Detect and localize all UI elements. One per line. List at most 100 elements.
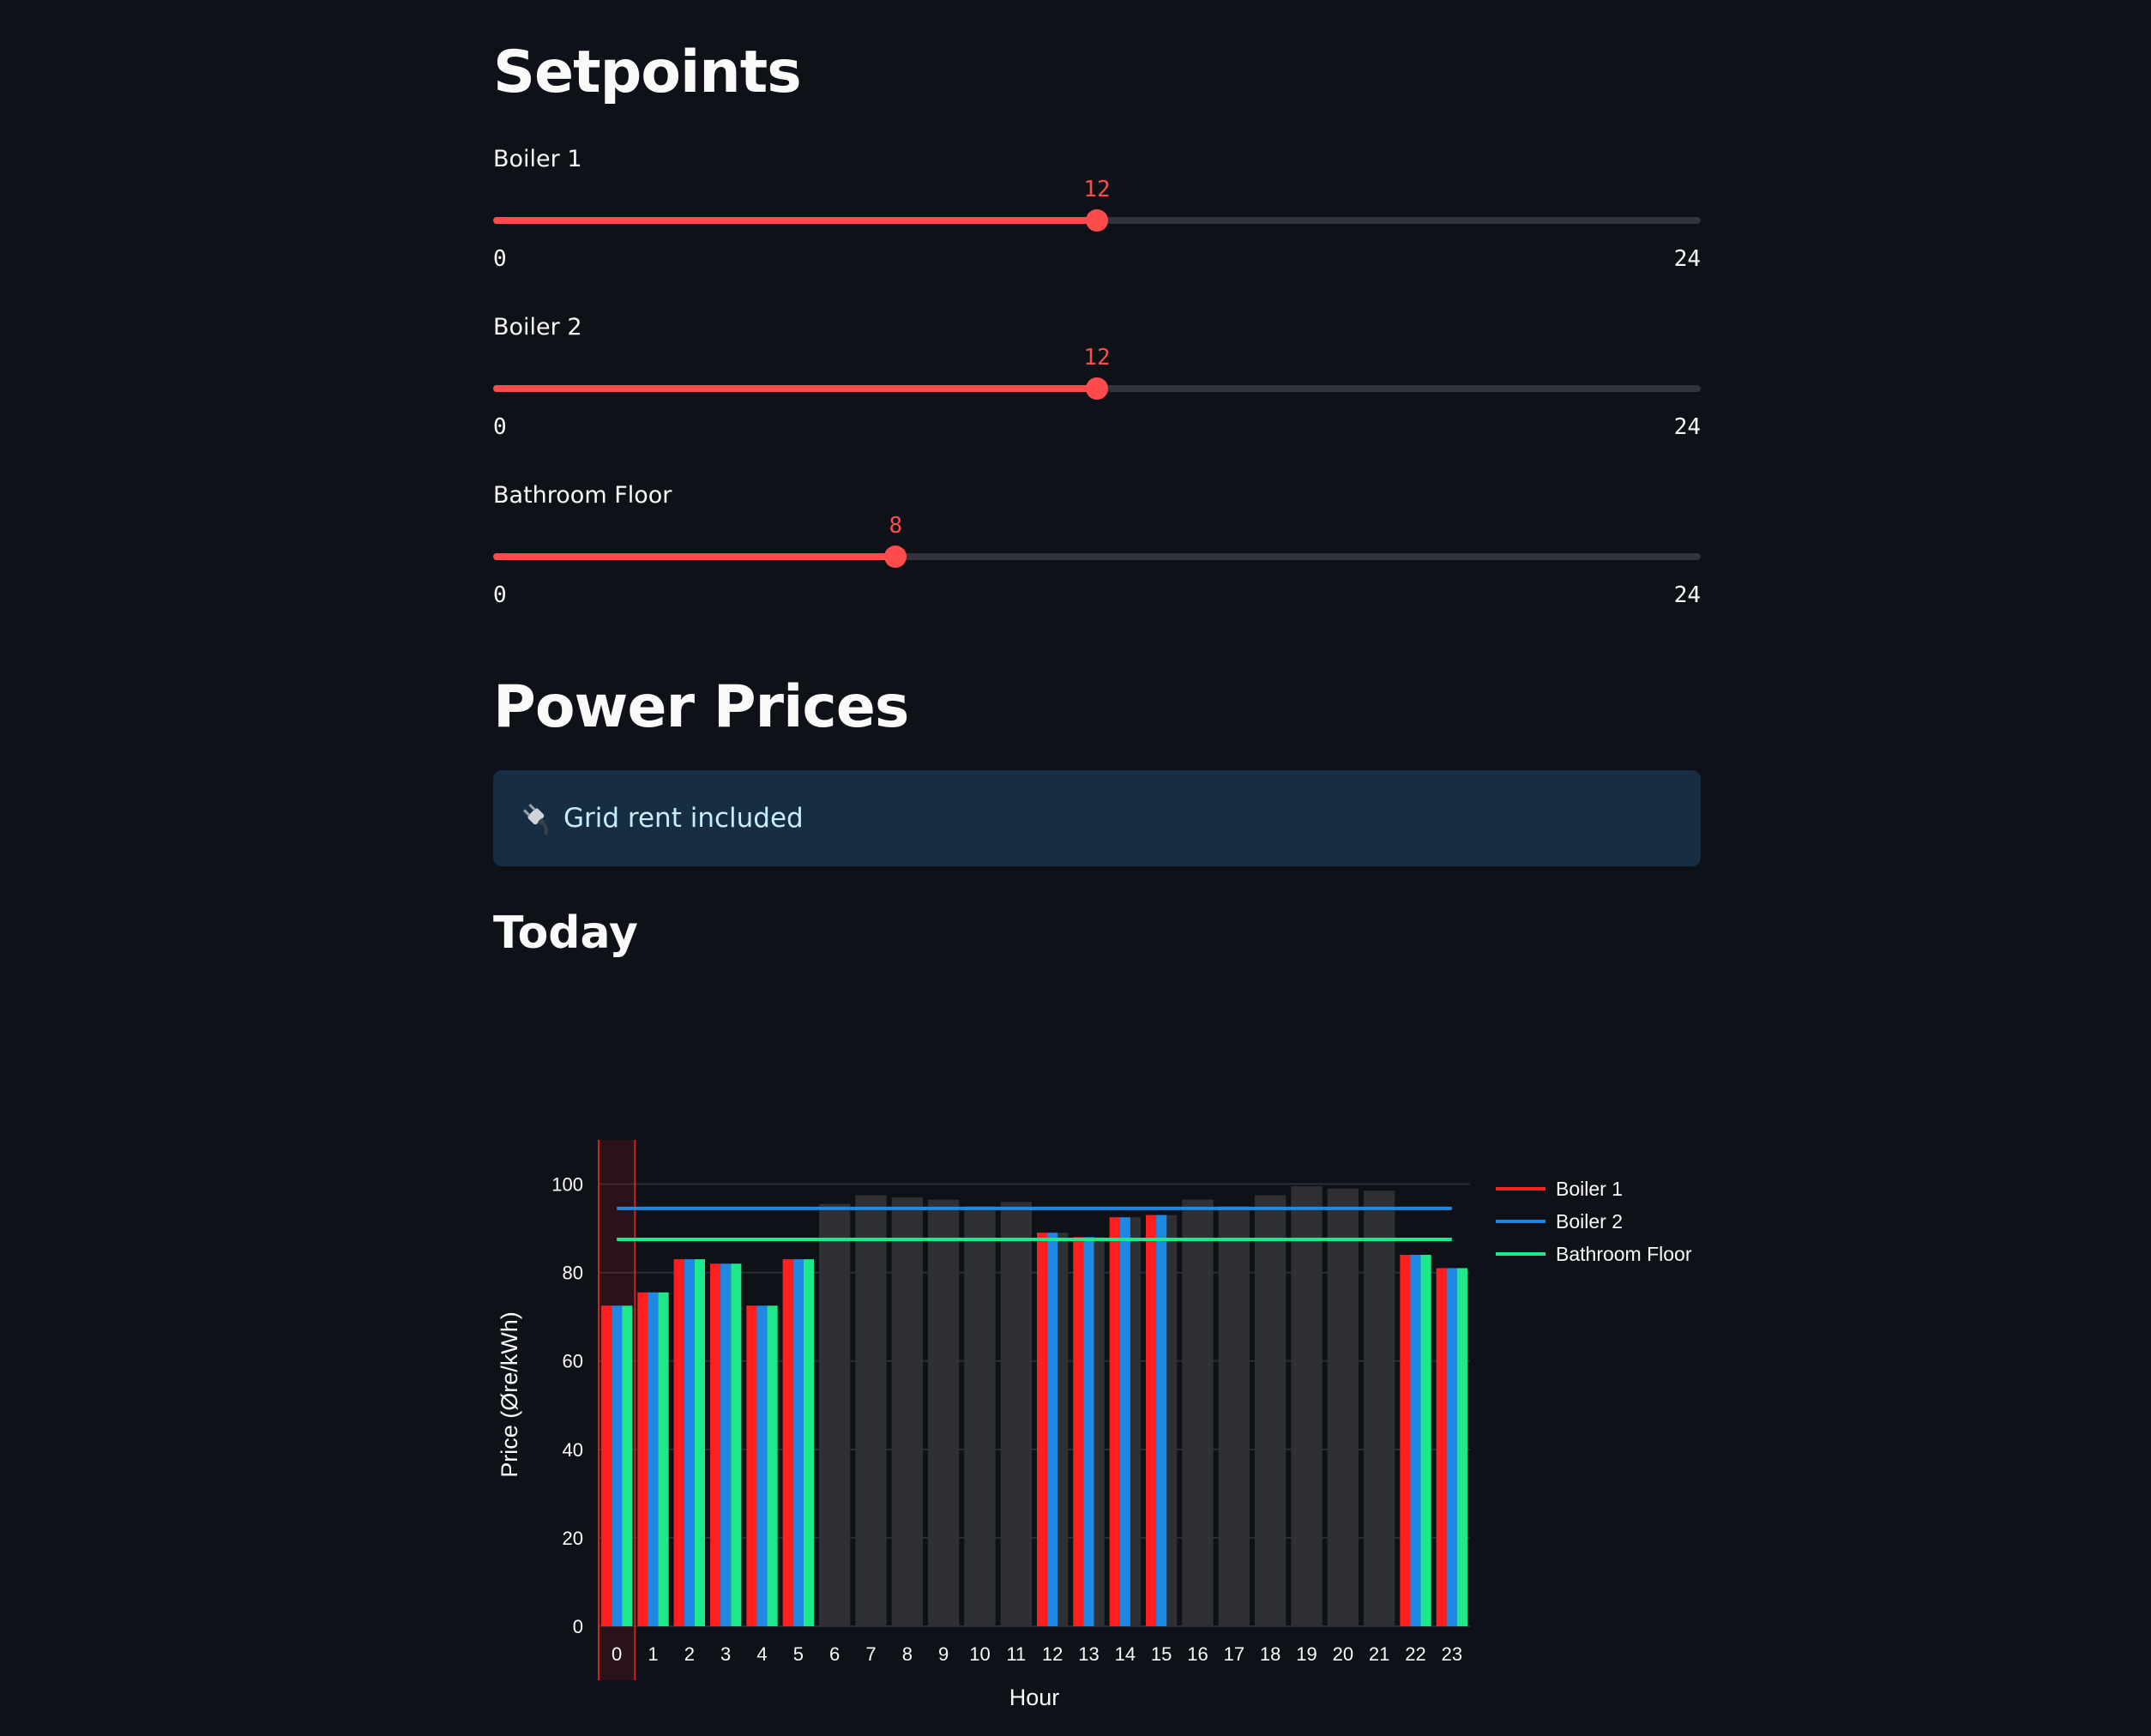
price-bar-inactive (1291, 1186, 1323, 1626)
legend-label: Boiler 1 (1556, 1178, 1623, 1200)
price-bar-inactive (819, 1203, 851, 1626)
slider-thumb[interactable] (884, 546, 907, 568)
x-tick-label: 20 (1333, 1643, 1353, 1665)
price-bar-boiler-2 (1083, 1237, 1094, 1626)
x-tick-label: 5 (793, 1643, 804, 1665)
price-bar-boiler-2 (1446, 1268, 1457, 1626)
price-bar-inactive (1000, 1202, 1032, 1626)
price-bar-bathroom-floor (803, 1259, 814, 1626)
x-axis-label: Hour (1009, 1685, 1060, 1710)
price-bar-inactive (1364, 1190, 1395, 1626)
price-bar-boiler-2 (684, 1259, 695, 1626)
slider-track[interactable] (493, 209, 1701, 232)
x-tick-label: 0 (612, 1643, 622, 1665)
price-bar-boiler-2 (1119, 1217, 1130, 1626)
price-bar-bathroom-floor (622, 1305, 633, 1626)
y-tick-label: 80 (563, 1263, 583, 1284)
y-tick-label: 100 (551, 1174, 583, 1196)
slider-min-label: 0 (493, 246, 507, 272)
price-bar-boiler-1 (710, 1263, 721, 1626)
slider-thumb[interactable] (1086, 377, 1108, 400)
y-tick-label: 40 (563, 1439, 583, 1461)
price-bar-bathroom-floor (1456, 1268, 1467, 1626)
price-bar-boiler-1 (1073, 1237, 1084, 1626)
x-tick-label: 23 (1442, 1643, 1462, 1665)
slider-bathroom-floor[interactable]: Bathroom Floor 8 0 24 (493, 482, 1701, 619)
price-bar-inactive (1218, 1206, 1250, 1626)
price-bar-inactive (928, 1199, 960, 1626)
info-alert: Grid rent included (493, 770, 1701, 866)
slider-max-label: 24 (1673, 582, 1701, 608)
today-title: Today (493, 907, 638, 959)
slider-boiler-1[interactable]: Boiler 1 12 0 24 (493, 146, 1701, 283)
slider-min-label: 0 (493, 414, 507, 440)
price-bar-boiler-2 (1410, 1255, 1421, 1626)
x-tick-label: 19 (1296, 1643, 1317, 1665)
x-tick-label: 17 (1224, 1643, 1244, 1665)
price-bar-boiler-1 (1400, 1255, 1411, 1626)
x-tick-label: 7 (865, 1643, 876, 1665)
x-tick-label: 6 (829, 1643, 840, 1665)
y-tick-label: 20 (563, 1528, 583, 1549)
power-prices-title: Power Prices (493, 673, 909, 741)
price-bar-boiler-2 (720, 1263, 732, 1626)
price-bar-inactive (1327, 1188, 1359, 1626)
price-bar-bathroom-floor (694, 1259, 705, 1626)
price-bar-inactive (891, 1197, 923, 1626)
info-text: Grid rent included (563, 803, 804, 834)
price-bar-boiler-1 (746, 1305, 757, 1626)
x-tick-label: 12 (1042, 1643, 1063, 1665)
legend-label: Boiler 2 (1556, 1210, 1623, 1233)
slider-value: 12 (1083, 345, 1111, 371)
price-bar-bathroom-floor (767, 1305, 778, 1626)
x-tick-label: 10 (969, 1643, 990, 1665)
slider-track[interactable] (493, 377, 1701, 400)
x-tick-label: 13 (1078, 1643, 1099, 1665)
price-bar-boiler-2 (756, 1305, 768, 1626)
x-tick-label: 18 (1260, 1643, 1280, 1665)
slider-value: 12 (1083, 177, 1111, 202)
x-tick-label: 11 (1006, 1643, 1026, 1665)
slider-boiler-2[interactable]: Boiler 2 12 0 24 (493, 314, 1701, 451)
price-bar-boiler-1 (601, 1305, 612, 1626)
setpoints-title: Setpoints (493, 39, 802, 106)
price-bar-boiler-1 (1436, 1268, 1447, 1626)
price-bar-boiler-1 (673, 1259, 684, 1626)
x-tick-label: 21 (1369, 1643, 1389, 1665)
slider-label: Boiler 2 (493, 314, 582, 341)
x-tick-label: 4 (756, 1643, 767, 1665)
price-bar-boiler-1 (1146, 1215, 1157, 1626)
price-bar-boiler-2 (1156, 1215, 1167, 1626)
x-tick-label: 2 (684, 1643, 695, 1665)
x-tick-label: 1 (648, 1643, 658, 1665)
x-tick-label: 16 (1187, 1643, 1208, 1665)
slider-min-label: 0 (493, 582, 507, 608)
y-tick-label: 60 (563, 1351, 583, 1372)
price-bar-inactive (1255, 1195, 1286, 1626)
slider-label: Bathroom Floor (493, 482, 672, 509)
price-bar-boiler-1 (782, 1259, 793, 1626)
x-tick-label: 8 (902, 1643, 913, 1665)
price-bar-inactive (964, 1206, 996, 1626)
slider-thumb[interactable] (1086, 209, 1108, 232)
slider-max-label: 24 (1673, 246, 1701, 272)
slider-fill (493, 385, 1097, 392)
x-tick-label: 14 (1115, 1643, 1136, 1665)
y-axis-label: Price (Øre/kWh) (497, 1311, 522, 1478)
price-bar-boiler-2 (648, 1292, 659, 1626)
price-bar-boiler-2 (612, 1305, 623, 1626)
slider-fill (493, 217, 1097, 224)
y-tick-label: 0 (573, 1616, 583, 1637)
electric-plug-icon (523, 804, 548, 835)
x-tick-label: 9 (938, 1643, 949, 1665)
price-bar-boiler-1 (637, 1292, 648, 1626)
price-bar-inactive (1182, 1199, 1214, 1626)
price-bar-boiler-2 (1047, 1233, 1058, 1626)
slider-fill (493, 553, 896, 560)
price-bar-bathroom-floor (658, 1292, 669, 1626)
slider-track[interactable] (493, 546, 1701, 568)
legend-label: Bathroom Floor (1556, 1243, 1692, 1265)
price-bar-bathroom-floor (1420, 1255, 1431, 1626)
price-bar-inactive (855, 1195, 887, 1626)
